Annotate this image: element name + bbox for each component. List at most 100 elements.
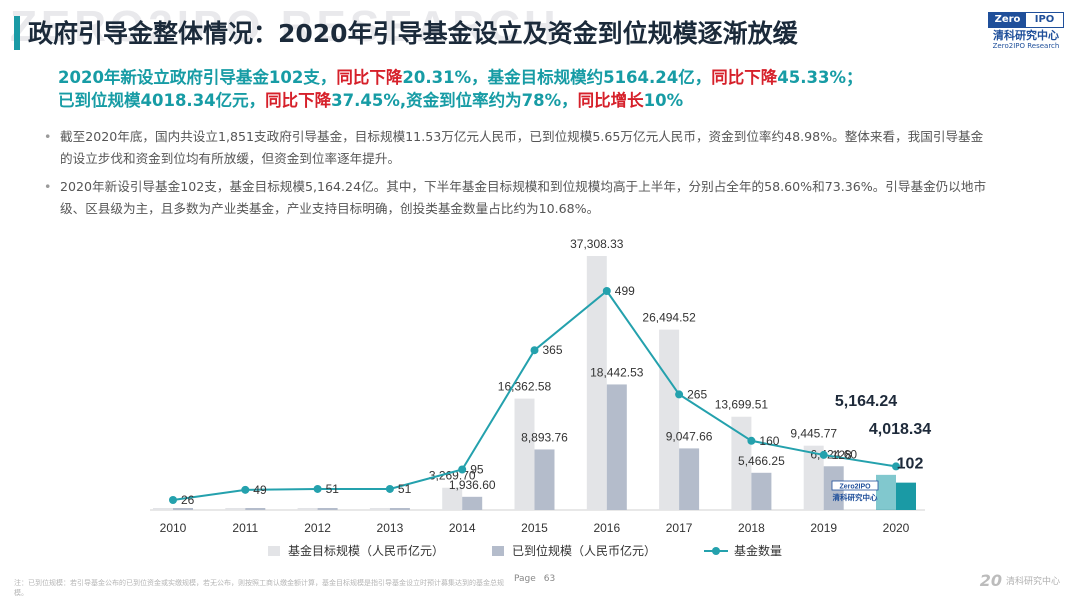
highlight-text: 已到位规模4018.34亿元， (58, 91, 266, 110)
point-fund-count (530, 346, 539, 355)
bar-target-scale (442, 487, 463, 510)
logo-right-text: IPO (1034, 14, 1055, 25)
data-label-target: 16,362.58 (498, 380, 552, 394)
footer-logo-number: 20 (979, 571, 1002, 590)
legend-item-paid: 已到位规模（人民币亿元） (492, 542, 656, 559)
page-title: 政府引导金整体情况：2020年引导基金设立及资金到位规模逐渐放缓 (28, 19, 798, 48)
highlight-text: 同比下降 (711, 68, 778, 87)
data-label-target: 5,164.24 (835, 393, 897, 410)
bar-paid-scale (751, 472, 772, 510)
legend-label: 基金目标规模（人民币亿元） (288, 544, 445, 558)
footer-logo-text: 清科研究中心 (1005, 577, 1060, 587)
data-label-paid: 8,893.76 (521, 430, 568, 444)
bullet-item: 截至2020年底，国内共设立1,851支政府引导基金，目标规模11.53万亿元人… (44, 126, 994, 170)
data-label-target: 26,494.52 (642, 311, 696, 325)
point-fund-count (675, 390, 684, 399)
data-label-count: 51 (398, 482, 412, 496)
data-label-count: 365 (543, 343, 563, 357)
highlight-text: 45.33%； (777, 68, 863, 87)
bar-paid-scale (534, 449, 555, 510)
x-tick-label: 2011 (232, 521, 258, 535)
bar-target-scale (225, 508, 246, 510)
legend-label: 已到位规模（人民币亿元） (512, 544, 657, 558)
bar-paid-scale (245, 508, 266, 510)
data-label-count: 51 (326, 482, 340, 496)
bullet-item: 2020年新设引导基金102支，基金目标规模5,164.24亿。其中，下半年基金… (44, 176, 994, 220)
bar-paid-scale (173, 508, 193, 510)
bar-paid-scale (896, 482, 916, 510)
data-label-paid: 4,018.34 (869, 421, 931, 438)
highlight-text: 同比下降 (265, 91, 332, 110)
point-fund-count (892, 462, 900, 471)
data-label-target: 37,308.33 (570, 238, 624, 251)
x-tick-label: 2018 (738, 521, 765, 535)
chart-logo-box (831, 480, 879, 491)
watermark: ZERO2IPO RESEARCH (10, 2, 560, 51)
data-label-count: 95 (470, 463, 484, 477)
x-tick-label: 2020 (883, 521, 910, 535)
x-tick-label: 2014 (449, 521, 476, 535)
bar-paid-scale (679, 448, 700, 510)
logo-en-text: Zero2IPO Research (992, 42, 1060, 50)
data-label-target: 9,445.77 (790, 427, 837, 441)
bar-paid-scale (606, 384, 627, 510)
x-tick-label: 2017 (666, 521, 693, 535)
x-tick-label: 2010 (160, 521, 187, 535)
footer-logo: 20 清科研究中心 (980, 571, 1060, 590)
x-tick-label: 2019 (810, 521, 837, 535)
data-label-paid: 1,936.60 (449, 478, 496, 492)
point-fund-count (747, 436, 756, 445)
combo-chart: 2010 2011 2012 2013 2014 2015 2016 2017 2018 2019… (150, 238, 931, 535)
data-label-paid: 9,047.66 (666, 429, 713, 443)
page-number: Page 63 (506, 574, 555, 584)
data-label-count: 160 (759, 434, 779, 448)
point-fund-count (169, 496, 177, 504)
data-label-count: 499 (615, 284, 635, 298)
data-label-paid: 5,466.25 (738, 454, 785, 468)
chart-logo-text: Zero2IPO (839, 484, 871, 491)
point-fund-count (241, 485, 250, 494)
point-fund-count (602, 287, 611, 295)
page-number-text: 63 (543, 574, 556, 584)
x-tick-label: 2012 (304, 521, 331, 535)
data-label-target: 13,699.51 (715, 398, 769, 412)
title-accent-bar (14, 16, 20, 50)
point-fund-count (458, 465, 467, 474)
data-label-count: 265 (687, 387, 707, 401)
bar-target-scale (297, 508, 318, 510)
logo-left-text: Zero (989, 13, 1026, 27)
bullet-list: 截至2020年底，国内共设立1,851支政府引导基金，目标规模11.53万亿元人… (44, 126, 994, 226)
legend-line-marker (704, 546, 729, 556)
data-label-count: 49 (253, 483, 267, 497)
legend-swatch-paid (492, 545, 505, 556)
data-label-count: 102 (897, 455, 924, 472)
bar-target-scale (586, 256, 607, 510)
highlight-text: 同比下降 (336, 68, 403, 87)
bar-target-scale (659, 329, 680, 510)
bar-target-scale (514, 398, 535, 510)
highlight-text: 2020年新设立政府引导基金102支， (58, 68, 337, 87)
highlight-text: 20.31%，基金目标规模约5164.24亿， (402, 68, 712, 87)
data-label-paid: 18,442.53 (590, 365, 644, 379)
zero2ipo-logo: Zero IPO 清科研究中心 Zero2IPO Research (988, 12, 1064, 51)
page-label-text: Page (514, 574, 536, 584)
footnote: 注：已到位规模：若引导基金公布的已到位资金或实缴规模，若无公布，则按照工商认缴金… (14, 579, 504, 597)
x-tick-label: 2013 (377, 521, 404, 535)
chart-logo-cn: 清科研究中心 (833, 492, 878, 502)
highlight-text: 同比增长 (577, 91, 644, 110)
point-fund-count (313, 484, 322, 493)
bar-paid-scale (462, 496, 483, 510)
bar-target-scale (876, 474, 896, 510)
data-label-count: 128 (832, 448, 852, 462)
bar-target-scale (731, 416, 752, 510)
x-tick-label: 2015 (521, 521, 548, 535)
legend-swatch-target (268, 545, 280, 556)
legend-item-target: 基金目标规模（人民币亿元） (268, 542, 444, 559)
bar-paid-scale (389, 508, 410, 510)
x-tick-label: 2016 (593, 521, 620, 535)
point-fund-count (819, 450, 828, 459)
data-label-count: 26 (181, 493, 195, 507)
point-fund-count (385, 484, 394, 493)
bar-paid-scale (317, 508, 338, 510)
highlight-text: 37.45%,资金到位率约为78%， (331, 91, 578, 110)
